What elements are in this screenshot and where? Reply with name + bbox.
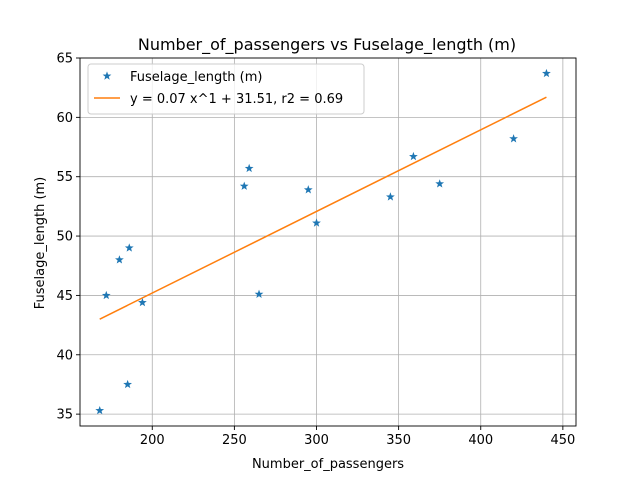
scatter-point [435,179,445,188]
scatter-point [101,290,111,300]
scatter-point [244,163,254,173]
axes: 200 250 300 350 400 450 35 40 45 50 55 60 65 [56,52,577,448]
scatter-point [509,134,518,143]
x-axis-label: Number_of_passengers [252,457,404,472]
x-tick-label: 300 [304,433,329,448]
scatter-point [303,185,313,194]
scatter-point [254,289,264,298]
y-tick-label: 60 [56,111,73,126]
x-tick-label: 200 [140,433,165,448]
chart-title: Number_of_passengers vs Fuselage_length … [138,35,516,55]
y-tick-label: 55 [56,170,73,185]
scatter-point [239,181,249,190]
grid [80,57,576,426]
scatter-point [542,68,551,78]
scatter-point [95,405,105,415]
y-tick-label: 35 [56,408,73,423]
fit-line [99,96,547,320]
y-tick-label: 45 [56,289,73,304]
y-tick-label: 65 [56,52,73,67]
legend-star-marker [102,71,112,80]
legend-label-scatter: Fuselage_length (m) [130,70,262,85]
y-axis-label: Fuselage_length (m) [33,177,48,309]
scatter-point [386,192,395,201]
scatter-point [123,379,132,389]
plot-frame [79,57,577,427]
legend: Fuselage_length (m) y = 0.07 x^1 + 31.51… [87,63,365,115]
y-tick-label: 40 [56,348,73,363]
legend-label-fit: y = 0.07 x^1 + 31.51, r2 = 0.69 [130,92,343,107]
x-tick-label: 350 [386,433,411,448]
scatter-point [138,297,147,307]
x-tick-label: 450 [550,433,575,448]
x-tick-label: 250 [222,433,247,448]
scatter-point [115,255,124,264]
x-tick-label: 400 [468,433,493,448]
scatter-point [124,243,134,252]
y-tick-label: 50 [56,230,73,245]
scatter-point [409,151,418,161]
plot-data [95,68,551,415]
scatter-point [312,218,321,227]
legend-box [87,63,365,115]
